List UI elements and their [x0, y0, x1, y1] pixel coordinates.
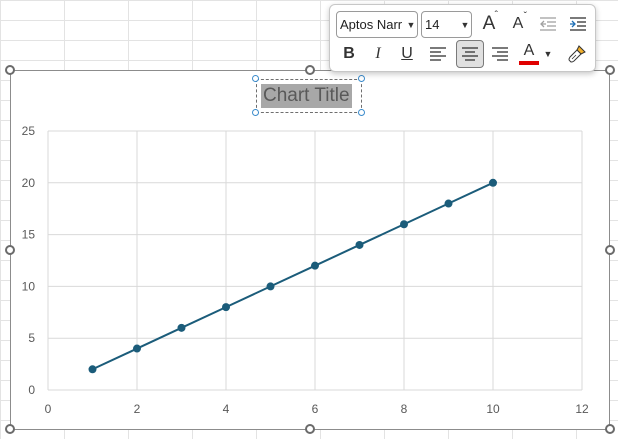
- underline-icon: U: [401, 45, 413, 62]
- y-axis-tick-labels: 0 5 10 15 20 25: [22, 124, 36, 397]
- align-left-button[interactable]: [426, 41, 450, 67]
- decrease-indent-icon: [540, 17, 556, 31]
- y-tick-label: 25: [22, 124, 36, 138]
- title-handle-top-left[interactable]: [252, 75, 259, 82]
- title-handle-bottom-left[interactable]: [252, 109, 259, 116]
- font-color-bar: [519, 61, 539, 65]
- align-center-button[interactable]: [456, 40, 484, 68]
- x-tick-label: 8: [401, 402, 408, 416]
- resize-handle-bottom-center[interactable]: [305, 424, 315, 434]
- increase-font-glyph: A: [482, 13, 496, 34]
- x-axis-tick-labels: 0 2 4 6 8 10 12: [45, 402, 589, 416]
- resize-handle-top-center[interactable]: [305, 65, 315, 75]
- title-handle-top-right[interactable]: [358, 75, 365, 82]
- align-center-icon: [462, 47, 478, 61]
- y-tick-label: 0: [28, 383, 35, 397]
- data-point[interactable]: [133, 344, 141, 353]
- title-handle-bottom-right[interactable]: [358, 109, 365, 116]
- resize-handle-top-right[interactable]: [605, 65, 615, 75]
- font-name-select[interactable]: Aptos Narr ▼: [336, 11, 418, 38]
- resize-handle-middle-left[interactable]: [5, 245, 15, 255]
- x-tick-label: 10: [486, 402, 500, 416]
- x-tick-label: 4: [223, 402, 230, 416]
- chevron-down-icon: ▼: [460, 19, 470, 30]
- y-tick-label: 20: [22, 176, 36, 190]
- chart-title[interactable]: Chart Title: [261, 84, 352, 108]
- x-tick-label: 2: [134, 402, 141, 416]
- x-tick-label: 12: [575, 402, 589, 416]
- series-line[interactable]: [92, 181, 494, 371]
- format-painter-icon: [568, 45, 586, 63]
- data-point[interactable]: [266, 282, 275, 291]
- font-size-select[interactable]: 14 ▼: [421, 11, 472, 38]
- chart-title-selection[interactable]: [256, 79, 362, 113]
- y-tick-label: 15: [22, 228, 36, 242]
- y-tick-label: 5: [28, 331, 35, 345]
- data-point[interactable]: [88, 365, 97, 374]
- data-point[interactable]: [444, 199, 453, 208]
- data-point[interactable]: [311, 261, 319, 270]
- increase-indent-button[interactable]: [566, 11, 590, 37]
- caret-down-icon: ˇ: [523, 11, 527, 22]
- font-color-button[interactable]: A: [517, 40, 541, 68]
- data-series[interactable]: [88, 178, 498, 374]
- data-point[interactable]: [177, 323, 186, 332]
- x-tick-label: 0: [45, 402, 52, 416]
- gridlines: [47, 130, 583, 391]
- resize-handle-bottom-right[interactable]: [605, 424, 615, 434]
- chevron-down-icon: ▼: [406, 19, 416, 30]
- font-size-value: 14: [425, 17, 440, 32]
- x-tick-label: 6: [312, 402, 319, 416]
- decrease-font-glyph: A: [512, 15, 524, 32]
- data-point[interactable]: [400, 220, 408, 229]
- resize-handle-top-left[interactable]: [5, 65, 15, 75]
- italic-button[interactable]: I: [366, 41, 390, 67]
- bold-icon: B: [343, 45, 355, 62]
- font-name-value: Aptos Narr: [340, 17, 403, 32]
- y-tick-label: 10: [22, 279, 36, 293]
- format-painter-button[interactable]: [565, 41, 589, 67]
- increase-indent-icon: [570, 17, 586, 31]
- data-point[interactable]: [355, 240, 364, 249]
- chart-object[interactable]: [10, 70, 610, 430]
- font-color-dropdown[interactable]: ▼: [541, 41, 555, 67]
- italic-icon: I: [375, 45, 381, 62]
- data-point[interactable]: [489, 178, 497, 187]
- align-right-button[interactable]: [488, 41, 512, 67]
- chevron-down-icon: ▼: [543, 49, 553, 59]
- resize-handle-middle-right[interactable]: [605, 245, 615, 255]
- font-color-icon: A: [523, 42, 535, 59]
- align-left-icon: [430, 47, 446, 61]
- bold-button[interactable]: B: [337, 41, 361, 67]
- resize-handle-bottom-left[interactable]: [5, 424, 15, 434]
- align-right-icon: [492, 47, 508, 61]
- data-point[interactable]: [222, 303, 230, 312]
- underline-button[interactable]: U: [395, 41, 419, 67]
- caret-up-icon: ˆ: [494, 10, 498, 21]
- decrease-indent-button[interactable]: [536, 11, 560, 37]
